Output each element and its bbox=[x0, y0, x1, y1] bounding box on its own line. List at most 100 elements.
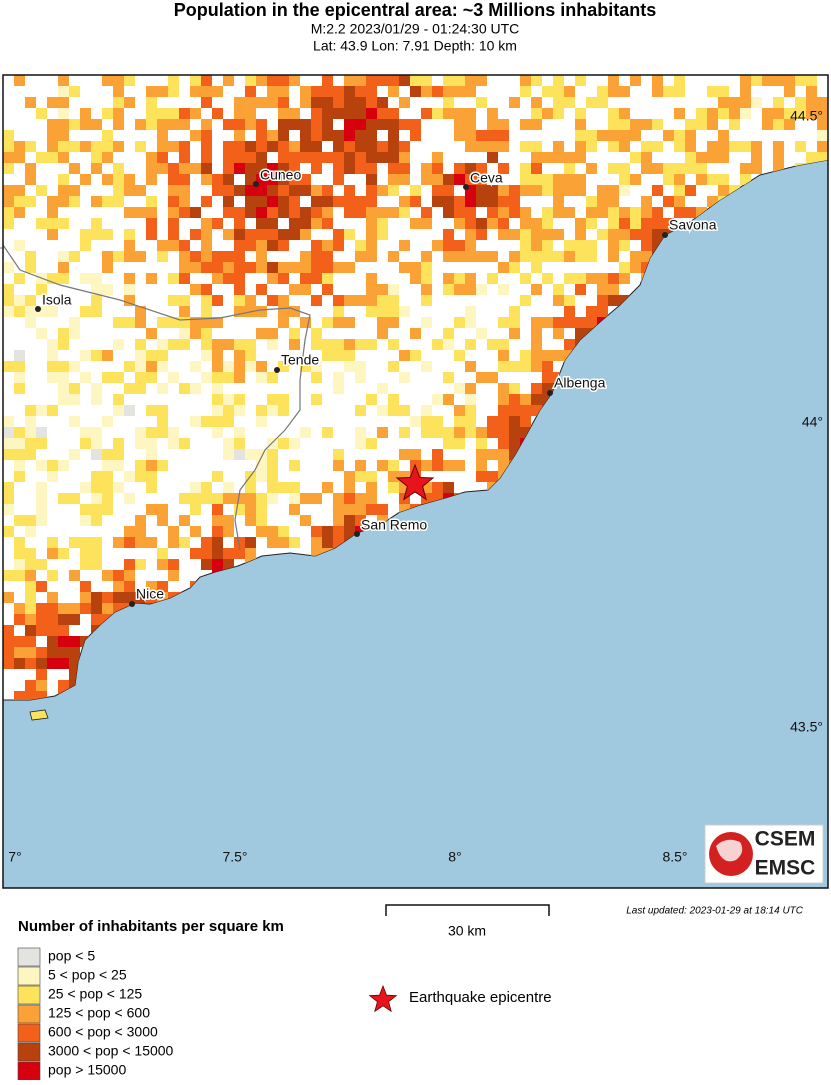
pop-cell bbox=[322, 218, 333, 229]
pop-cell bbox=[146, 174, 157, 185]
pop-cell bbox=[674, 207, 685, 218]
pop-cell bbox=[366, 163, 377, 174]
pop-cell bbox=[179, 273, 190, 284]
pop-cell bbox=[498, 460, 509, 471]
pop-cell bbox=[355, 251, 366, 262]
pop-cell bbox=[553, 284, 564, 295]
pop-cell bbox=[454, 119, 465, 130]
pop-cell bbox=[608, 130, 619, 141]
pop-cell bbox=[355, 339, 366, 350]
pop-cell bbox=[399, 306, 410, 317]
pop-cell bbox=[553, 295, 564, 306]
pop-cell bbox=[289, 339, 300, 350]
pop-cell bbox=[410, 185, 421, 196]
title: Population in the epicentral area: ~3 Mi… bbox=[174, 0, 657, 20]
pop-cell bbox=[102, 416, 113, 427]
pop-cell bbox=[146, 449, 157, 460]
pop-cell bbox=[25, 427, 36, 438]
pop-cell bbox=[366, 240, 377, 251]
pop-cell bbox=[36, 603, 47, 614]
pop-cell bbox=[25, 251, 36, 262]
pop-cell bbox=[47, 460, 58, 471]
pop-cell bbox=[311, 361, 322, 372]
pop-cell bbox=[289, 460, 300, 471]
pop-cell bbox=[3, 570, 14, 581]
pop-cell bbox=[157, 130, 168, 141]
pop-cell bbox=[399, 207, 410, 218]
pop-cell bbox=[333, 163, 344, 174]
pop-cell bbox=[234, 97, 245, 108]
pop-cell bbox=[14, 273, 25, 284]
pop-cell bbox=[256, 207, 267, 218]
pop-cell bbox=[377, 152, 388, 163]
pop-cell bbox=[432, 416, 443, 427]
pop-cell bbox=[388, 207, 399, 218]
pop-cell bbox=[146, 405, 157, 416]
pop-cell bbox=[80, 229, 91, 240]
pop-cell bbox=[157, 504, 168, 515]
pop-cell bbox=[399, 152, 410, 163]
pop-cell bbox=[157, 581, 168, 592]
pop-cell bbox=[267, 174, 278, 185]
pop-cell bbox=[564, 97, 575, 108]
pop-cell bbox=[289, 185, 300, 196]
pop-cell bbox=[245, 504, 256, 515]
pop-cell bbox=[575, 141, 586, 152]
pop-cell bbox=[509, 416, 520, 427]
pop-cell bbox=[201, 174, 212, 185]
pop-cell bbox=[91, 141, 102, 152]
pop-cell bbox=[366, 174, 377, 185]
pop-cell bbox=[443, 108, 454, 119]
pop-cell bbox=[674, 108, 685, 119]
pop-cell bbox=[3, 416, 14, 427]
pop-cell bbox=[465, 141, 476, 152]
pop-cell bbox=[355, 493, 366, 504]
pop-cell bbox=[740, 141, 751, 152]
pop-cell bbox=[80, 603, 91, 614]
pop-cell bbox=[223, 361, 234, 372]
pop-cell bbox=[91, 119, 102, 130]
pop-cell bbox=[234, 185, 245, 196]
pop-cell bbox=[531, 185, 542, 196]
pop-cell bbox=[498, 339, 509, 350]
pop-cell bbox=[509, 328, 520, 339]
pop-cell bbox=[344, 471, 355, 482]
pop-cell bbox=[256, 405, 267, 416]
pop-cell bbox=[212, 537, 223, 548]
pop-cell bbox=[36, 284, 47, 295]
pop-cell bbox=[146, 504, 157, 515]
pop-cell bbox=[201, 482, 212, 493]
pop-cell bbox=[608, 284, 619, 295]
pop-cell bbox=[333, 460, 344, 471]
pop-cell bbox=[113, 86, 124, 97]
pop-cell bbox=[234, 548, 245, 559]
pop-cell bbox=[14, 372, 25, 383]
pop-cell bbox=[344, 482, 355, 493]
pop-cell bbox=[278, 240, 289, 251]
border bbox=[2, 244, 311, 551]
pop-cell bbox=[190, 416, 201, 427]
pop-cell bbox=[608, 108, 619, 119]
pop-cell bbox=[531, 251, 542, 262]
pop-cell bbox=[146, 163, 157, 174]
pop-cell bbox=[520, 251, 531, 262]
pop-cell bbox=[223, 141, 234, 152]
pop-cell bbox=[124, 174, 135, 185]
pop-cell bbox=[773, 75, 784, 86]
pop-cell bbox=[234, 141, 245, 152]
pop-cell bbox=[674, 130, 685, 141]
pop-cell bbox=[542, 218, 553, 229]
pop-cell bbox=[223, 262, 234, 273]
pop-cell bbox=[25, 570, 36, 581]
pop-cell bbox=[256, 372, 267, 383]
pop-cell bbox=[25, 515, 36, 526]
pop-cell bbox=[102, 350, 113, 361]
pop-cell bbox=[113, 163, 124, 174]
pop-cell bbox=[608, 86, 619, 97]
pop-cell bbox=[311, 394, 322, 405]
pop-cell bbox=[124, 592, 135, 603]
pop-cell bbox=[487, 185, 498, 196]
pop-cell bbox=[91, 592, 102, 603]
pop-cell bbox=[410, 196, 421, 207]
pop-cell bbox=[135, 306, 146, 317]
